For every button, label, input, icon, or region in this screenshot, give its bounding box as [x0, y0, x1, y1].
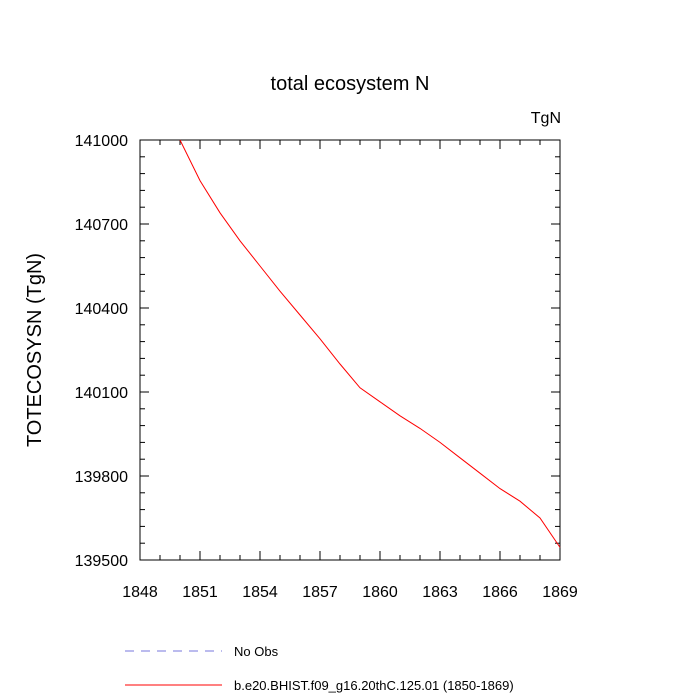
y-tick-label: 139800 — [75, 469, 128, 486]
series-line — [179, 139, 561, 548]
plot-frame — [139, 139, 561, 561]
x-tick-label: 1863 — [422, 584, 458, 601]
y-tick-label: 140100 — [75, 385, 128, 402]
axis-ticks — [139, 139, 561, 561]
x-tick-label: 1854 — [242, 584, 278, 601]
legend: No Obs b.e20.BHIST.f09_g16.20thC.125.01 … — [125, 644, 514, 693]
x-tick-label: 1848 — [122, 584, 158, 601]
units-label: TgN — [531, 110, 561, 127]
y-tick-label: 140400 — [75, 301, 128, 318]
legend-label-no-obs: No Obs — [234, 644, 279, 659]
x-tick-label: 1857 — [302, 584, 338, 601]
x-tick-label: 1860 — [362, 584, 398, 601]
y-tick-label: 141000 — [75, 133, 128, 150]
tick-labels: 1848 1851 1854 1857 1860 1863 1866 1869 139500 13… — [75, 133, 578, 601]
x-tick-label: 1866 — [482, 584, 518, 601]
chart-title: total ecosystem N — [271, 73, 430, 95]
series-layer — [179, 139, 561, 548]
legend-label-model-run: b.e20.BHIST.f09_g16.20thC.125.01 (1850-1… — [234, 678, 514, 693]
y-axis-label: TOTECOSYSN (TgN) — [24, 253, 46, 447]
y-tick-label: 140700 — [75, 217, 128, 234]
x-tick-label: 1869 — [542, 584, 578, 601]
x-tick-label: 1851 — [182, 584, 218, 601]
y-tick-label: 139500 — [75, 553, 128, 570]
